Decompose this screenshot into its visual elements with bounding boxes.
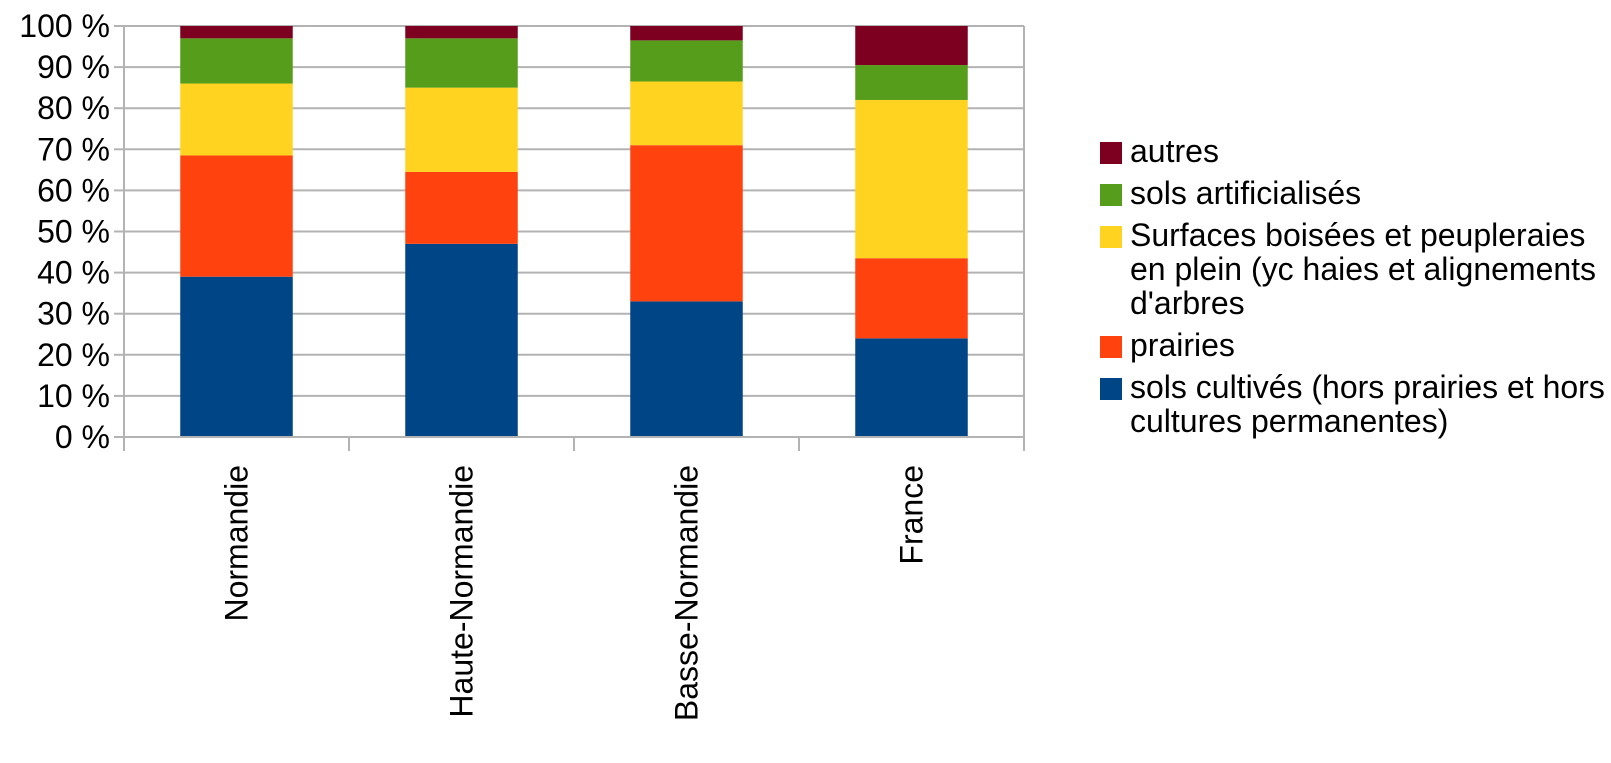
y-tick-label: 70 % bbox=[37, 131, 110, 167]
x-tick-label: Basse-Normandie bbox=[669, 465, 705, 721]
y-tick-label: 50 % bbox=[37, 214, 110, 250]
bar-segment-haute-normandie-4 bbox=[405, 26, 518, 39]
legend-swatch bbox=[1100, 336, 1122, 358]
legend-item-prairies: prairies bbox=[1100, 328, 1605, 362]
bar-segment-normandie-0 bbox=[180, 276, 293, 437]
y-tick-label: 10 % bbox=[37, 378, 110, 414]
y-tick-label: 80 % bbox=[37, 90, 110, 126]
bar-segment-france-0 bbox=[855, 338, 968, 437]
bar-segment-haute-normandie-1 bbox=[405, 171, 518, 244]
legend-item-autres: autres bbox=[1100, 134, 1605, 168]
legend-swatch bbox=[1100, 142, 1122, 164]
legend-swatch bbox=[1100, 378, 1122, 400]
legend-swatch bbox=[1100, 226, 1122, 248]
bar-segment-normandie-1 bbox=[180, 155, 293, 277]
y-tick-label: 20 % bbox=[37, 337, 110, 373]
x-tick-label: France bbox=[894, 465, 930, 565]
legend-label: autres bbox=[1130, 133, 1219, 169]
legend-swatch bbox=[1100, 184, 1122, 206]
bar-segment-basse-normandie-2 bbox=[630, 81, 743, 146]
bar-segment-normandie-3 bbox=[180, 38, 293, 84]
legend-label: Surfaces boisées et peupleraies en plein… bbox=[1130, 217, 1597, 321]
y-tick-label: 0 % bbox=[55, 419, 110, 455]
bar-segment-haute-normandie-0 bbox=[405, 243, 518, 437]
y-tick-label: 40 % bbox=[37, 255, 110, 291]
bar-segment-haute-normandie-2 bbox=[405, 87, 518, 172]
bar-segment-normandie-2 bbox=[180, 83, 293, 156]
bar-segment-haute-normandie-3 bbox=[405, 38, 518, 88]
legend-item-sols-cultives: sols cultivés (hors prairies et hors cul… bbox=[1100, 370, 1605, 438]
legend-label: sols cultivés (hors prairies et hors cul… bbox=[1130, 369, 1605, 439]
bar-segment-basse-normandie-0 bbox=[630, 301, 743, 437]
legend-label: prairies bbox=[1130, 327, 1235, 363]
bar-segment-france-4 bbox=[855, 26, 968, 66]
bar-segment-france-1 bbox=[855, 258, 968, 339]
bar-segment-france-3 bbox=[855, 65, 968, 100]
bar-segment-basse-normandie-3 bbox=[630, 40, 743, 82]
legend-item-surfaces-boisees: Surfaces boisées et peupleraies en plein… bbox=[1100, 218, 1605, 320]
y-tick-label: 90 % bbox=[37, 49, 110, 85]
x-tick-label: Haute-Normandie bbox=[444, 465, 480, 718]
bar-segment-basse-normandie-4 bbox=[630, 26, 743, 41]
bar-segment-basse-normandie-1 bbox=[630, 145, 743, 302]
x-axis-tick-labels: Normandie Haute-Normandie Basse-Normandie F… bbox=[219, 465, 930, 721]
y-tick-label: 100 % bbox=[19, 8, 110, 44]
bar-segment-normandie-4 bbox=[180, 26, 293, 39]
legend-item-sols-artificialises: sols artificialisés bbox=[1100, 176, 1605, 210]
y-axis-tick-labels: 0 % 10 % 20 % 30 % 40 % 50 % 60 % 70 % 80 % 90 % 1… bbox=[19, 8, 110, 455]
bars bbox=[180, 26, 968, 437]
y-tick-label: 30 % bbox=[37, 296, 110, 332]
x-tick-label: Normandie bbox=[219, 465, 255, 622]
bar-segment-france-2 bbox=[855, 99, 968, 259]
y-tick-label: 60 % bbox=[37, 172, 110, 208]
axes bbox=[114, 25, 1025, 451]
legend-label: sols artificialisés bbox=[1130, 175, 1362, 211]
legend: autres sols artificialisés Surfaces bois… bbox=[1100, 134, 1605, 446]
